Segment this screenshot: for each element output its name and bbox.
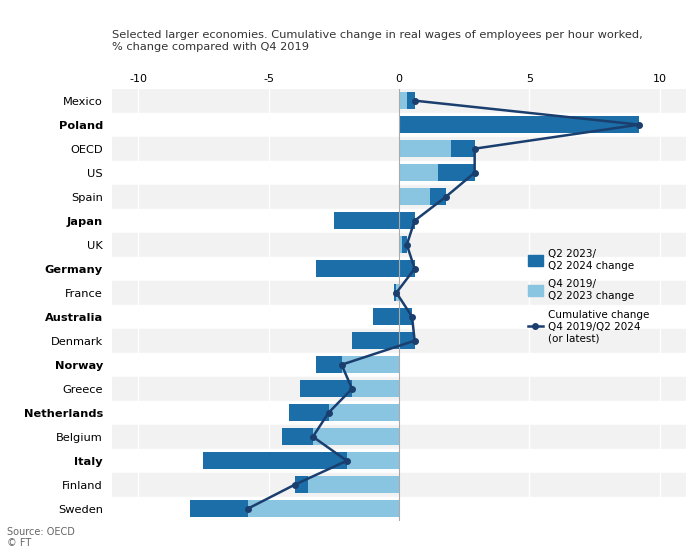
Bar [399, 188, 430, 206]
Bar [334, 212, 399, 229]
Bar [407, 92, 414, 109]
Legend: Q2 2023/
Q2 2024 change, Q4 2019/
Q2 2023 change, Cumulative change
Q4 2019/Q2 2: Q2 2023/ Q2 2024 change, Q4 2019/ Q2 202… [528, 249, 650, 343]
Bar [438, 164, 475, 181]
Bar [112, 233, 686, 257]
Bar [112, 161, 686, 184]
Bar [373, 308, 412, 325]
Bar [394, 284, 399, 301]
Bar [112, 329, 686, 353]
Bar [399, 140, 452, 157]
Bar [203, 452, 399, 469]
Bar [112, 137, 686, 161]
Bar [112, 281, 686, 305]
Bar [334, 212, 414, 229]
Bar [112, 112, 686, 137]
Bar [203, 452, 346, 469]
Bar [300, 380, 352, 397]
Bar [112, 257, 686, 281]
Bar [281, 428, 399, 445]
Bar [316, 260, 399, 278]
Bar [112, 89, 686, 112]
Bar [112, 497, 686, 521]
Bar [281, 428, 313, 445]
Bar [112, 425, 686, 449]
Bar [399, 236, 402, 253]
Bar [399, 116, 639, 134]
Bar [295, 476, 308, 494]
Bar [308, 476, 399, 494]
Bar [316, 356, 399, 373]
Bar [112, 473, 686, 497]
Bar [300, 380, 399, 397]
Bar [112, 305, 686, 329]
Bar [402, 236, 407, 253]
Bar [190, 500, 248, 517]
Bar [352, 332, 414, 350]
Bar [452, 140, 475, 157]
Bar [430, 188, 446, 206]
Bar [316, 260, 414, 278]
Bar [112, 353, 686, 377]
Bar [190, 500, 399, 517]
Bar [399, 164, 438, 181]
Bar [289, 404, 328, 422]
Bar [112, 184, 686, 209]
Bar [394, 284, 396, 301]
Bar [316, 356, 342, 373]
Text: Source: OECD
© FT: Source: OECD © FT [7, 527, 75, 548]
Bar [112, 377, 686, 401]
Bar [289, 404, 399, 422]
Bar [373, 308, 399, 325]
Bar [352, 332, 399, 350]
Bar [112, 209, 686, 233]
Bar [112, 401, 686, 425]
Text: Selected larger economies. Cumulative change in real wages of employees per hour: Selected larger economies. Cumulative ch… [112, 30, 643, 52]
Bar [399, 92, 407, 109]
Bar [112, 449, 686, 473]
